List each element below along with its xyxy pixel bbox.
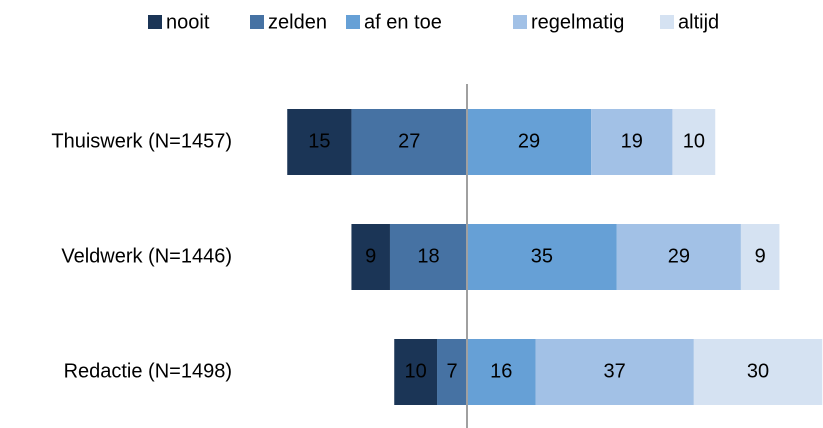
value-label: 29 [668, 245, 690, 267]
value-label: 7 [446, 360, 457, 382]
legend-swatch [660, 15, 674, 29]
bar-segment [467, 224, 617, 290]
bar-segment [389, 224, 467, 290]
legend-swatch [346, 15, 360, 29]
legend-label: regelmatig [531, 11, 624, 33]
bar-segment [740, 224, 780, 290]
value-label: 27 [398, 130, 420, 152]
bar-segment [616, 224, 741, 290]
bar-segment [467, 339, 536, 405]
bar-segment [693, 339, 823, 405]
value-label: 10 [405, 360, 427, 382]
value-label: 19 [621, 130, 643, 152]
legend-swatch [250, 15, 264, 29]
bar-segment [672, 109, 716, 175]
value-label: 9 [755, 245, 766, 267]
bar-segment [394, 339, 438, 405]
bar-segment [351, 224, 390, 290]
plot: Thuiswerk (N=1457) 27 15 29 19 10 Veldwerk (N=… [51, 109, 823, 405]
bar-segment [535, 339, 694, 405]
value-label: 10 [683, 130, 705, 152]
legend-label: nooit [166, 11, 210, 33]
value-label: 18 [417, 245, 439, 267]
legend-swatch [513, 15, 527, 29]
value-label: 9 [365, 245, 376, 267]
category-label: Redactie (N=1498) [64, 360, 232, 382]
bar-segment [287, 109, 352, 175]
value-label: 15 [308, 130, 330, 152]
legend: nooit zelden af en toe regelmatig altijd [148, 11, 719, 33]
bar-segment [467, 109, 592, 175]
legend-label: zelden [268, 11, 327, 33]
value-label: 37 [604, 360, 626, 382]
value-label: 30 [747, 360, 769, 382]
value-label: 29 [518, 130, 540, 152]
legend-swatch [148, 15, 162, 29]
category-label: Thuiswerk (N=1457) [51, 130, 232, 152]
bar-segment [351, 109, 467, 175]
category-label: Veldwerk (N=1446) [61, 245, 232, 267]
bar-segment [591, 109, 673, 175]
bar-segment [437, 339, 467, 405]
value-label: 16 [490, 360, 512, 382]
value-label: 35 [531, 245, 553, 267]
legend-label: altijd [678, 11, 719, 33]
legend-label: af en toe [364, 11, 442, 33]
